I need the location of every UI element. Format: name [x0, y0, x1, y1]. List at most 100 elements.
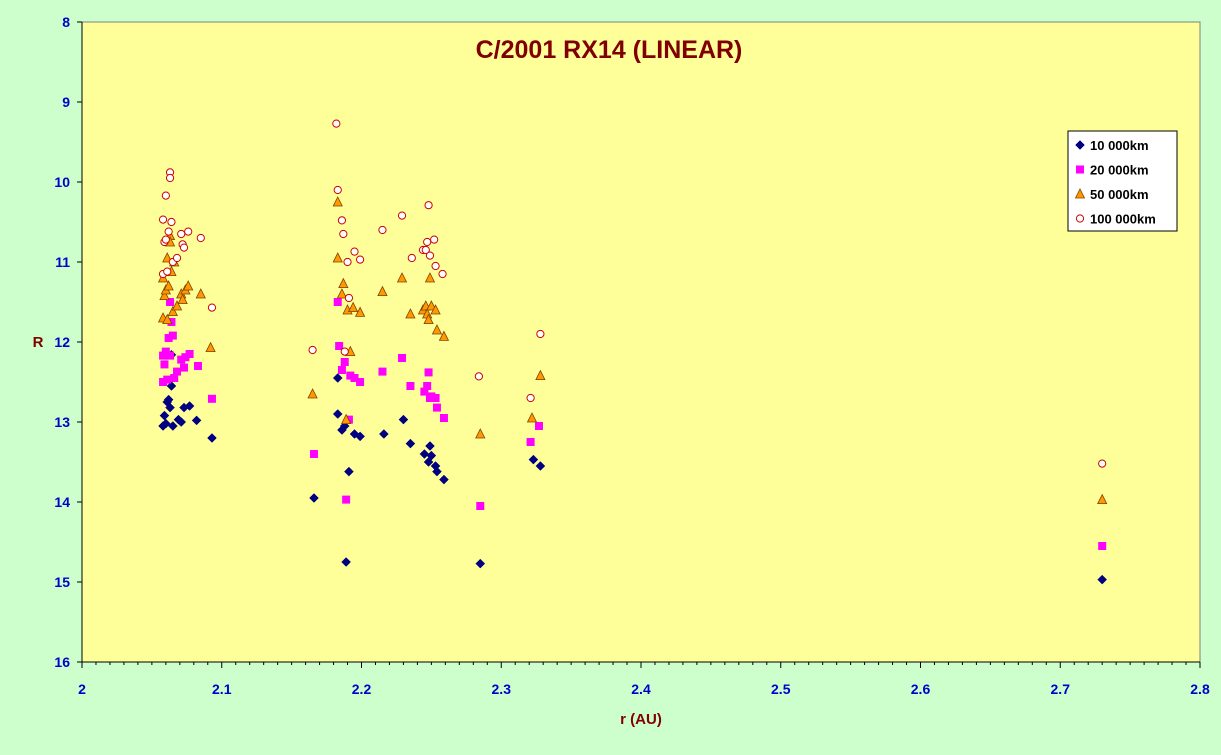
data-point [184, 401, 195, 411]
data-point [377, 285, 388, 297]
data-point [167, 305, 178, 317]
data-point [405, 438, 416, 449]
data-point [196, 233, 205, 243]
data-point [341, 557, 351, 567]
data-point [475, 428, 486, 439]
data-point [343, 257, 352, 267]
data-point [167, 217, 176, 227]
data-point [407, 253, 416, 263]
data-point [168, 331, 177, 340]
data-point [526, 393, 535, 403]
data-point [425, 251, 435, 260]
data-point [165, 402, 175, 413]
y-axis-label: R [33, 334, 44, 351]
x-tick-label: 2.7 [1051, 681, 1071, 697]
data-point [340, 347, 349, 356]
data-point [350, 247, 359, 256]
x-tick-label: 2.5 [771, 681, 791, 697]
data-point [159, 378, 168, 386]
data-point [193, 362, 202, 370]
legend-label: 50 000km [1090, 187, 1149, 202]
data-point [179, 243, 189, 252]
x-tick-label: 2.8 [1190, 681, 1210, 697]
data-point [431, 261, 440, 271]
data-point [165, 173, 175, 183]
y-tick-label: 12 [54, 334, 70, 350]
data-point [161, 191, 170, 200]
data-point [1098, 542, 1107, 550]
data-point [536, 329, 545, 339]
data-point [160, 360, 169, 369]
data-point [425, 441, 435, 451]
data-point [167, 421, 178, 431]
data-point [166, 381, 177, 391]
data-point [439, 414, 448, 422]
legend-label: 100 000km [1090, 212, 1156, 227]
series-circle [158, 119, 1107, 468]
data-point [396, 272, 408, 283]
data-point [420, 387, 429, 396]
data-point [430, 304, 441, 315]
x-tick-label: 2.2 [352, 681, 372, 697]
data-point [431, 324, 443, 335]
x-tick-label: 2.1 [212, 681, 232, 697]
data-point [424, 201, 433, 210]
y-tick-label: 10 [54, 174, 70, 190]
data-point [183, 280, 194, 291]
data-point [180, 363, 189, 372]
data-point [181, 353, 190, 362]
data-point [426, 300, 437, 311]
data-point [342, 495, 351, 504]
data-point [439, 474, 449, 485]
data-point [173, 367, 182, 376]
y-tick-label: 9 [62, 94, 70, 110]
data-points [157, 119, 1108, 585]
data-point [207, 303, 217, 312]
data-point [424, 272, 436, 283]
data-point [158, 215, 168, 224]
data-point [166, 351, 175, 360]
data-point [159, 410, 170, 421]
data-point [535, 461, 546, 471]
data-point [406, 382, 415, 390]
data-point [474, 372, 483, 381]
legend-marker [1075, 214, 1085, 223]
data-point [177, 355, 186, 364]
data-point [438, 269, 447, 279]
data-point [378, 225, 387, 235]
x-tick-label: 2.4 [631, 681, 651, 697]
data-point [335, 342, 344, 350]
data-point [398, 414, 409, 425]
data-point [338, 277, 349, 289]
data-point [354, 306, 366, 317]
data-point [423, 382, 432, 390]
chart-title: C/2001 RX14 (LINEAR) [476, 36, 743, 64]
data-point [476, 502, 485, 510]
data-point [195, 288, 206, 299]
data-point [379, 429, 389, 439]
data-point [160, 418, 171, 429]
data-point [159, 289, 170, 301]
axes: 8 9 10 11 12 13 14 15 16 2 2.1 2.2 2.3 2.4 2.5 2.6 2.7 2.… [54, 14, 1210, 697]
legend-label: 10 000km [1090, 138, 1149, 153]
data-point [432, 466, 442, 477]
data-point [166, 298, 175, 306]
data-point [526, 438, 535, 446]
data-point [344, 466, 354, 477]
data-point [432, 403, 441, 412]
data-point [405, 308, 416, 319]
data-point [333, 185, 342, 195]
data-point [528, 454, 539, 465]
y-tick-label: 15 [54, 574, 70, 590]
data-point [163, 280, 174, 291]
y-tick-label: 11 [55, 254, 70, 270]
data-point [344, 293, 354, 303]
data-point [430, 235, 439, 244]
data-point [177, 293, 188, 305]
data-point [177, 229, 186, 239]
data-point [205, 341, 216, 353]
data-point [337, 366, 346, 374]
data-point [423, 313, 434, 325]
